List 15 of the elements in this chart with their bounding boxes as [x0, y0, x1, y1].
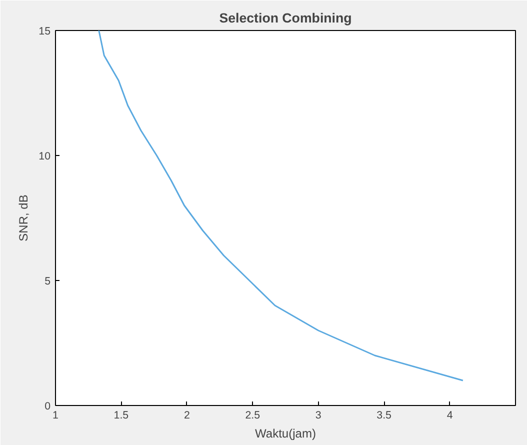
x-tick-label: 1	[52, 410, 59, 422]
x-tick-label: 4	[446, 410, 453, 422]
y-tick-label: 5	[44, 276, 51, 288]
y-axis-title: SNR, dB	[16, 194, 31, 242]
x-tick-label: 2	[184, 410, 190, 422]
x-tick-label: 3.5	[376, 410, 392, 422]
x-tick-label: 2.5	[245, 410, 260, 422]
chart-title: Selection Combining	[219, 10, 352, 26]
x-tick-label: 3	[315, 410, 322, 422]
x-tick-label: 1.5	[114, 410, 129, 422]
y-tick-label: 0	[44, 400, 51, 412]
line-series	[98, 30, 464, 382]
x-axis-title: Waktu(jam)	[255, 426, 316, 440]
y-tick-label: 15	[38, 26, 51, 38]
y-tick-label: 10	[38, 150, 51, 162]
